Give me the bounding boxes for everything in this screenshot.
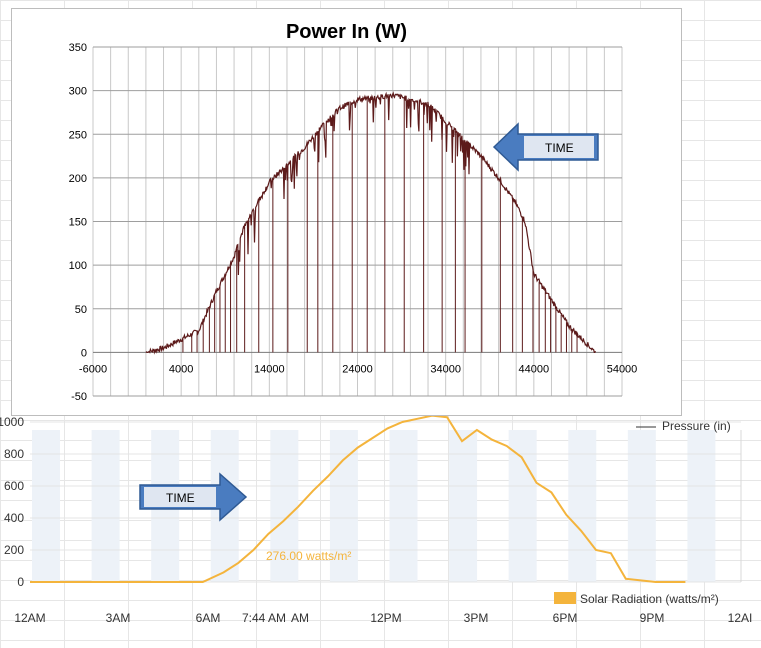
- hour-band: [508, 430, 537, 582]
- radiation-y-tick-label: 200: [4, 543, 24, 557]
- time-label-box-2: [144, 487, 216, 507]
- solar-radiation-line: [30, 416, 686, 583]
- radiation-y-tick-label: 800: [4, 447, 24, 461]
- hour-bands: [32, 430, 716, 582]
- time-x-tick-label: 12PM: [370, 611, 401, 625]
- power-y-tick-label: 300: [69, 86, 87, 98]
- time-arrow-left: TIME: [492, 122, 599, 172]
- time-arrow-label: TIME: [545, 141, 574, 155]
- power-y-tick-label: 200: [69, 173, 87, 185]
- power-in-plot: 350 300 250 200 150 100 50 0 -50 -6000 4000 14000 2…: [69, 42, 638, 403]
- power-x-tick-label: 34000: [430, 363, 461, 375]
- partial-legend: Pressure (in): [636, 419, 731, 433]
- solar-legend: Solar Radiation (watts/m²): [554, 592, 719, 606]
- time-x-tick-label: 12AI: [728, 611, 753, 625]
- time-x-ticks: 12AM 3AM 6AM 7:44 AM AM 12PM 3PM 6PM 9PM 12AI: [14, 611, 752, 625]
- power-x-tick-label: 54000: [607, 363, 638, 375]
- power-y-tick-label: 50: [75, 304, 87, 316]
- power-x-tick-label: -6000: [79, 363, 107, 375]
- power-y-tick-label: 350: [69, 42, 87, 54]
- hour-band: [449, 430, 478, 582]
- time-x-tick-label: 3PM: [464, 611, 489, 625]
- hour-band: [329, 430, 358, 582]
- power-y-ticks: 350 300 250 200 150 100 50 0 -50: [69, 42, 87, 403]
- hour-band: [270, 430, 299, 582]
- power-y-tick-label: 100: [69, 260, 87, 272]
- power-x-tick-label: 44000: [519, 363, 550, 375]
- time-x-tick-label: 6PM: [553, 611, 578, 625]
- time-x-tick-label: 9PM: [640, 611, 665, 625]
- power-x-tick-label: 4000: [169, 363, 193, 375]
- power-grid: [92, 46, 623, 397]
- time-label-box: [524, 136, 594, 158]
- radiation-annotation: 276.00 watts/m²: [266, 549, 351, 563]
- solar-legend-text: Solar Radiation (watts/m²): [580, 592, 719, 606]
- solar-radiation-chart: 1000 800 600 400 200 0 276.00 watts/m² TIME P…: [0, 416, 752, 625]
- radiation-y-tick-label: 0: [17, 575, 24, 589]
- power-x-ticks: -6000 4000 14000 24000 34000 44000 54000: [79, 363, 637, 375]
- power-y-tick-label: 150: [69, 217, 87, 229]
- hour-band: [389, 430, 418, 582]
- radiation-y-tick-label: 400: [4, 511, 24, 525]
- power-y-tick-label: -50: [71, 391, 87, 403]
- time-x-tick-label: 12AM: [14, 611, 45, 625]
- hour-band: [568, 430, 597, 582]
- chart-title: Power In (W): [285, 21, 408, 43]
- radiation-y-tick-label: 1000: [0, 416, 24, 429]
- hour-band: [627, 430, 656, 582]
- time-arrow-label-2: TIME: [166, 491, 195, 505]
- time-x-tick-label: 3AM: [106, 611, 131, 625]
- hour-band: [687, 430, 716, 582]
- hour-band: [91, 430, 120, 582]
- time-x-tick-label: 7:44 AM: [242, 611, 286, 625]
- power-spikes: [182, 96, 578, 353]
- power-in-chart: Power In (W): [11, 8, 682, 416]
- radiation-y-ticks: 1000 800 600 400 200 0: [0, 416, 24, 589]
- power-y-tick-label: 250: [69, 129, 87, 141]
- hour-band: [32, 430, 60, 582]
- pressure-legend-text: Pressure (in): [662, 419, 731, 433]
- time-x-tick-label: AM: [291, 611, 309, 625]
- time-arrow-right: TIME: [139, 472, 248, 522]
- power-y-tick-label: 0: [81, 347, 87, 359]
- radiation-y-tick-label: 600: [4, 479, 24, 493]
- power-x-tick-label: 14000: [254, 363, 285, 375]
- solar-legend-swatch: [554, 592, 576, 604]
- time-x-tick-label: 6AM: [196, 611, 221, 625]
- power-line: [145, 91, 597, 355]
- power-x-tick-label: 24000: [342, 363, 373, 375]
